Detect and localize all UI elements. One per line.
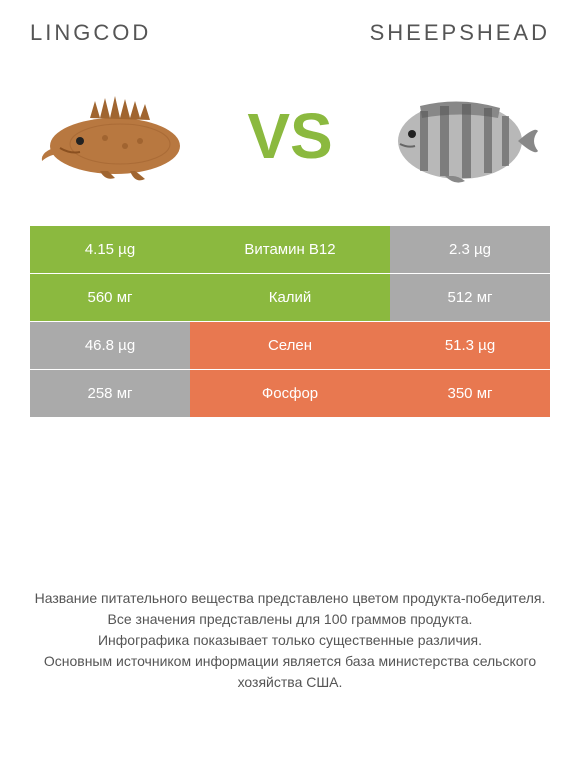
- nutrient-label: Селен: [190, 322, 390, 369]
- left-value: 4.15 µg: [30, 226, 190, 273]
- nutrient-label: Калий: [190, 274, 390, 321]
- comparison-row: 560 мгКалий512 мг: [30, 274, 550, 322]
- footer-text: Название питательного вещества представл…: [0, 588, 580, 693]
- comparison-row: 4.15 µgВитамин B122.3 µg: [30, 226, 550, 274]
- nutrient-label: Фосфор: [190, 370, 390, 417]
- left-value: 560 мг: [30, 274, 190, 321]
- left-value: 46.8 µg: [30, 322, 190, 369]
- sheepshead-image: [370, 76, 550, 196]
- footer-line-4: Основным источником информации является …: [30, 651, 550, 693]
- footer-line-3: Инфографика показывает только существенн…: [30, 630, 550, 651]
- vs-label: VS: [247, 99, 332, 173]
- right-value: 350 мг: [390, 370, 550, 417]
- lingcod-image: [30, 76, 210, 196]
- left-value: 258 мг: [30, 370, 190, 417]
- comparison-row: 46.8 µgСелен51.3 µg: [30, 322, 550, 370]
- comparison-row: 258 мгФосфор350 мг: [30, 370, 550, 418]
- footer-line-2: Все значения представлены для 100 граммо…: [30, 609, 550, 630]
- right-value: 2.3 µg: [390, 226, 550, 273]
- right-title: Sheepshead: [370, 20, 550, 46]
- right-value: 512 мг: [390, 274, 550, 321]
- footer-line-1: Название питательного вещества представл…: [30, 588, 550, 609]
- nutrient-label: Витамин B12: [190, 226, 390, 273]
- right-value: 51.3 µg: [390, 322, 550, 369]
- left-title: Lingcod: [30, 20, 151, 46]
- comparison-table: 4.15 µgВитамин B122.3 µg560 мгКалий512 м…: [30, 226, 550, 418]
